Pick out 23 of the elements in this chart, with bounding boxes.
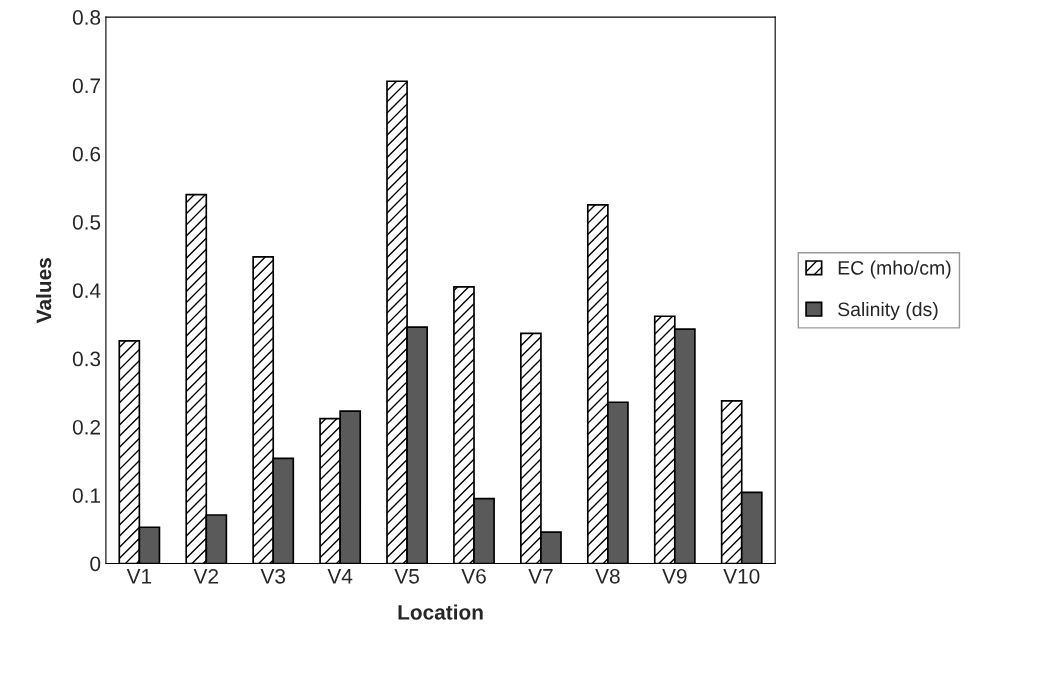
y-axis-title: Values (35, 258, 52, 324)
y-tick-label: 0.3 (72, 351, 101, 367)
y-tick-label: 0 (90, 556, 101, 572)
x-tick-label: V5 (394, 569, 419, 584)
legend-label: Salinity (ds) (838, 301, 938, 321)
x-tick-label: V4 (327, 569, 353, 584)
legend-label: EC (mho/cm) (838, 260, 951, 279)
x-tick-label: V6 (461, 568, 486, 584)
x-tick-label: V8 (595, 568, 620, 584)
x-tick-label: V3 (260, 568, 286, 584)
y-tick-label: 0.2 (72, 419, 100, 435)
y-tick-label: 0.4 (72, 283, 101, 299)
x-tick-label: V2 (193, 568, 218, 584)
x-tick-label: V10 (723, 568, 760, 584)
x-tick-label: V9 (662, 568, 687, 584)
y-tick-label: 0.1 (72, 488, 101, 503)
y-tick-label: 0.6 (72, 146, 101, 162)
y-tick-label: 0.8 (72, 10, 101, 25)
y-tick-label: 0.5 (72, 214, 101, 230)
x-tick-label: V7 (528, 569, 553, 584)
x-axis-title: Location (398, 604, 483, 620)
y-tick-label: 0.7 (72, 78, 100, 94)
x-tick-label: V1 (126, 569, 152, 584)
